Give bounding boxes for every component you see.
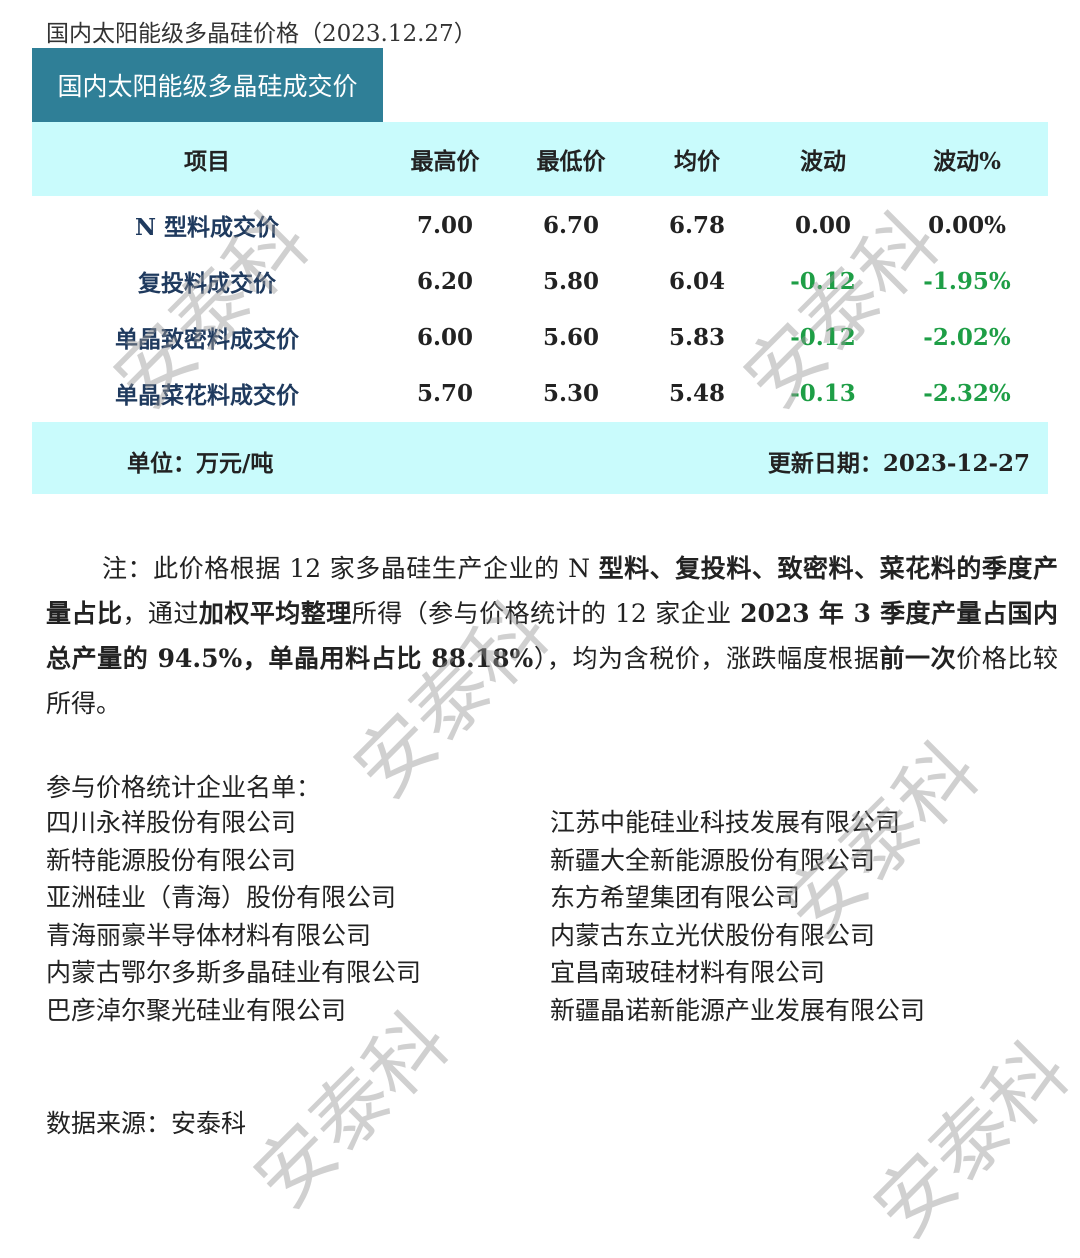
company-item: 东方希望集团有限公司	[550, 883, 801, 912]
table-heading: 国内太阳能级多晶硅成交价	[32, 48, 383, 122]
table-footer: 单位：万元/吨 更新日期：2023-12-27	[32, 422, 1048, 494]
unit-label: 单位：万元/吨	[127, 450, 274, 477]
table-cell: 5.60	[542, 323, 600, 351]
column-header: 均价	[674, 148, 720, 175]
company-item: 巴彦淖尔聚光硅业有限公司	[46, 995, 347, 1025]
table-header-row: 项目 最高价 最低价 均价 波动 波动%	[32, 122, 1048, 196]
company-item: 内蒙古东立光伏股份有限公司	[550, 920, 876, 950]
table-cell: 6.00	[416, 323, 474, 351]
table-cell: -2.02%	[923, 323, 1011, 351]
note-segment: 前一次	[879, 644, 957, 673]
column-header: 最高价	[410, 148, 480, 175]
row-label: N 型料成交价	[134, 214, 280, 241]
column-header: 波动	[800, 148, 846, 175]
table-cell: -2.32%	[923, 379, 1011, 407]
note-segment: 型料、复投料、致密料、菜花料的季度产量占比	[46, 554, 1058, 628]
company-item: 新特能源股份有限公司	[46, 845, 297, 875]
table-cell: 6.20	[416, 267, 474, 295]
update-date: 更新日期：2023-12-27	[767, 450, 1030, 477]
table-cell: 0.00%	[928, 211, 1006, 239]
table-cell: 6.78	[668, 211, 726, 239]
note-segment: ，通过	[122, 599, 199, 628]
note-segment: 所得（参与价格统计的 12 家企业	[351, 599, 741, 628]
column-header: 波动%	[933, 148, 1001, 175]
row-label: 单晶致密料成交价	[115, 326, 299, 353]
company-item: 新疆大全新能源股份有限公司	[550, 845, 876, 875]
note-segment: ），均为含税价，涨跌幅度根据	[533, 644, 880, 673]
table-cell: 5.70	[416, 379, 474, 407]
table-cell: 0.00	[794, 211, 852, 239]
table-cell: -0.13	[790, 379, 856, 407]
table-cell: 6.04	[668, 267, 726, 295]
table-cell: -0.12	[790, 267, 856, 295]
companies-left: 四川永祥股份有限公司 新特能源股份有限公司亚洲硅业（青海）股份有限公司 青海丽豪半导…	[46, 804, 421, 1029]
company-item: 江苏中能硅业科技发展有限公司	[550, 808, 901, 837]
note-segment: 注：此价格根据 12 家多晶硅生产企业的 N	[102, 554, 599, 583]
table-cell: -1.95%	[923, 267, 1011, 295]
company-item: 宜昌南玻硅材料有限公司	[550, 958, 826, 987]
table-row: 复投料成交价 6.20 5.80 6.04 -0.12 -1.95%	[32, 253, 1048, 309]
company-item: 青海丽豪半导体材料有限公司	[46, 920, 372, 950]
company-item: 四川永祥股份有限公司	[46, 808, 297, 837]
table-row: 单晶菜花料成交价 5.70 5.30 5.48 -0.13 -2.32%	[32, 365, 1048, 421]
note-segment: 价格比较所得。	[46, 644, 1058, 718]
note-segment: 加权平均整理	[198, 599, 352, 628]
table-cell: 5.83	[668, 323, 726, 351]
companies-right: 江苏中能硅业科技发展有限公司 新疆大全新能源股份有限公司 东方希望集团有限公司内蒙古…	[550, 804, 925, 1029]
table-row: N 型料成交价 7.00 6.70 6.78 0.00 0.00%	[32, 197, 1048, 253]
table-cell: -0.12	[790, 323, 856, 351]
row-label: 复投料成交价	[138, 270, 276, 297]
table-cell: 5.30	[542, 379, 600, 407]
table-cell: 6.70	[542, 211, 600, 239]
watermark: 安泰科	[857, 1026, 1080, 1256]
companies-title: 参与价格统计企业名单：	[46, 773, 322, 802]
row-label: 单晶菜花料成交价	[115, 382, 299, 409]
table-cell: 5.48	[668, 379, 726, 407]
table-row: 单晶致密料成交价 6.00 5.60 5.83 -0.12 -2.02%	[32, 309, 1048, 365]
note-paragraph: 注：此价格根据 12 家多晶硅生产企业的 N 型料、复投料、致密料、菜花料的季度…	[46, 546, 1058, 726]
table-cell: 5.80	[542, 267, 600, 295]
page-title: 国内太阳能级多晶硅价格（2023.12.27）	[46, 21, 477, 47]
company-item: 亚洲硅业（青海）股份有限公司	[46, 883, 397, 912]
column-header: 最低价	[536, 148, 606, 175]
note-segment: 2023 年 3 季度产量占国内总产量的 94.5%，单晶用料占比 88.18%	[46, 599, 1058, 673]
company-item: 内蒙古鄂尔多斯多晶硅业有限公司	[46, 958, 422, 987]
data-source: 数据来源：安泰科	[46, 1109, 247, 1138]
table-cell: 7.00	[416, 211, 474, 239]
column-header: 项目	[184, 148, 230, 175]
company-item: 新疆晶诺新能源产业发展有限公司	[550, 995, 926, 1025]
